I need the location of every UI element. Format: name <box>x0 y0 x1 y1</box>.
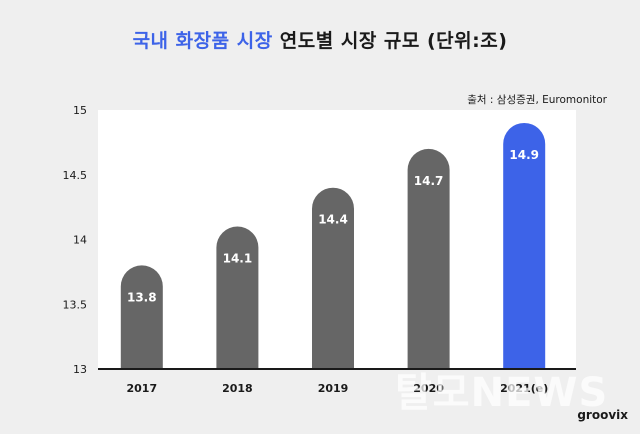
bar-value-label: 14.7 <box>414 174 444 188</box>
chart-title-accent: 국내 화장품 시장 <box>132 30 273 52</box>
chart-title-rest: 연도별 시장 규모 (단위:조) <box>279 30 508 52</box>
bar-value-label: 13.8 <box>127 290 157 304</box>
x-tick-label: 2020 <box>413 382 444 395</box>
x-tick-label: 2021(e) <box>500 382 548 395</box>
bar-value-label: 14.4 <box>318 213 348 227</box>
y-tick-label: 15 <box>73 104 87 117</box>
bar-value-label: 14.1 <box>223 252 253 266</box>
x-tick-label: 2018 <box>222 382 253 395</box>
bar <box>312 187 354 369</box>
bar <box>407 148 450 369</box>
chart-title: 국내 화장품 시장 연도별 시장 규모 (단위:조) <box>0 26 640 53</box>
x-tick-label: 2019 <box>318 382 349 395</box>
bar <box>216 226 259 369</box>
bar-value-label: 14.9 <box>509 148 539 162</box>
y-tick-label: 13.5 <box>63 298 88 311</box>
x-tick-label: 2017 <box>126 382 157 395</box>
source-note: 출처 : 삼성증권, Euromonitor <box>467 94 607 106</box>
bar <box>120 265 163 369</box>
watermark-text: 탈모NEWS <box>395 370 609 416</box>
bar <box>503 122 546 369</box>
y-tick-label: 14.5 <box>63 169 88 182</box>
y-tick-label: 14 <box>73 234 87 247</box>
y-tick-label: 13 <box>73 363 87 376</box>
brand-logo: groovix <box>577 408 628 422</box>
